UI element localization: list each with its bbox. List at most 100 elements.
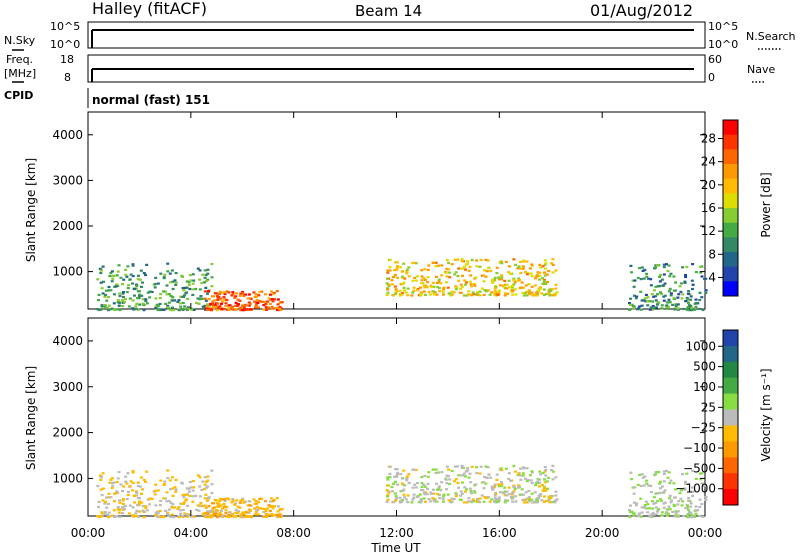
- echo-cell: [469, 293, 473, 296]
- echo-cell: [459, 494, 463, 497]
- echo-cell: [484, 497, 488, 500]
- echo-cell: [125, 497, 129, 501]
- echo-cell: [257, 501, 261, 504]
- echo-cell: [227, 291, 231, 294]
- echo-cell: [134, 305, 138, 308]
- echo-cell: [548, 495, 552, 498]
- nave-tick-top: 60: [708, 53, 722, 66]
- echo-cell: [227, 511, 231, 514]
- echo-cell: [682, 514, 686, 518]
- echo-cell: [393, 480, 397, 483]
- echo-cell: [519, 493, 523, 496]
- echo-cell: [672, 296, 676, 299]
- echo-cell: [644, 293, 648, 296]
- echo-cell: [445, 259, 449, 262]
- echo-cell: [249, 308, 253, 311]
- echo-cell: [437, 287, 441, 290]
- echo-cell: [657, 301, 661, 304]
- echo-cell: [635, 295, 639, 298]
- echo-cell: [108, 274, 112, 278]
- echo-cell: [263, 507, 267, 510]
- echo-cell: [645, 275, 649, 278]
- echo-cell: [453, 258, 457, 261]
- echo-cell: [126, 265, 130, 268]
- echo-cell: [153, 286, 157, 289]
- freq-panel: [87, 54, 706, 83]
- echo-cell: [125, 291, 129, 294]
- echo-cell: [422, 491, 426, 494]
- echo-cell: [107, 496, 111, 499]
- echo-cell: [667, 512, 670, 515]
- echo-cell: [460, 285, 464, 289]
- echo-cell: [638, 512, 642, 515]
- echo-cell: [177, 506, 181, 509]
- echo-cell: [127, 490, 130, 494]
- echo-cell: [426, 276, 430, 279]
- echo-cell: [698, 498, 702, 501]
- echo-cell: [500, 483, 504, 486]
- echo-cell: [398, 499, 402, 503]
- colorbar-tick-label: −100: [683, 441, 716, 455]
- echo-cell: [691, 494, 694, 497]
- echo-cell: [629, 297, 632, 300]
- colorbar-tick-label: 25: [701, 400, 716, 414]
- echo-cell: [122, 278, 126, 281]
- echo-cell: [456, 275, 460, 278]
- echo-cell: [701, 308, 705, 312]
- echo-cell: [486, 259, 490, 262]
- echo-cell: [174, 283, 178, 286]
- echo-cell: [394, 495, 398, 498]
- echo-cell: [171, 280, 175, 283]
- echo-cell: [121, 305, 124, 308]
- echo-cell: [134, 494, 138, 497]
- echo-cell: [497, 289, 501, 292]
- echo-cell: [395, 468, 399, 471]
- echo-cell: [203, 276, 207, 279]
- echo-cell: [121, 295, 125, 299]
- echo-cell: [252, 498, 256, 501]
- echo-cell: [127, 305, 131, 308]
- echo-cell: [660, 292, 663, 295]
- echo-cell: [388, 476, 392, 479]
- colorbar-segment: [723, 441, 738, 458]
- y-tick-label: 4000: [52, 334, 83, 348]
- echo-cell: [234, 508, 238, 511]
- echo-cell: [475, 472, 479, 475]
- echo-cell: [252, 291, 256, 294]
- echo-cell: [669, 479, 673, 482]
- echo-cell: [398, 293, 402, 296]
- echo-cell: [639, 515, 643, 518]
- echo-cell: [386, 495, 389, 498]
- echo-cell: [463, 486, 467, 489]
- echo-cell: [420, 476, 424, 479]
- echo-cell: [503, 486, 507, 489]
- echo-cell: [220, 498, 224, 501]
- echo-cell: [410, 501, 414, 504]
- colorbar-segment: [723, 330, 738, 347]
- echo-cell: [665, 469, 668, 472]
- echo-cell: [206, 303, 209, 306]
- echo-cell: [472, 293, 476, 296]
- echo-cell: [687, 290, 691, 293]
- echo-cell: [240, 292, 244, 295]
- echo-cell: [519, 478, 523, 481]
- echo-cell: [482, 500, 486, 503]
- echo-cell: [534, 277, 538, 280]
- echo-cell: [662, 266, 666, 269]
- echo-cell: [533, 501, 537, 504]
- echo-cell: [234, 304, 238, 307]
- echo-cell: [543, 271, 546, 274]
- echo-cell: [110, 307, 114, 310]
- echo-cell: [469, 490, 473, 493]
- echo-cell: [123, 298, 127, 301]
- x-tick-label: 12:00: [379, 526, 414, 540]
- echo-cell: [110, 514, 114, 517]
- echo-cell: [231, 515, 235, 518]
- echo-cell: [182, 501, 186, 504]
- echo-cell: [431, 261, 435, 264]
- echo-cell: [128, 485, 132, 488]
- echo-cell: [231, 292, 235, 296]
- echo-cell: [479, 465, 483, 468]
- echo-cell: [482, 293, 486, 296]
- echo-cell: [648, 515, 652, 518]
